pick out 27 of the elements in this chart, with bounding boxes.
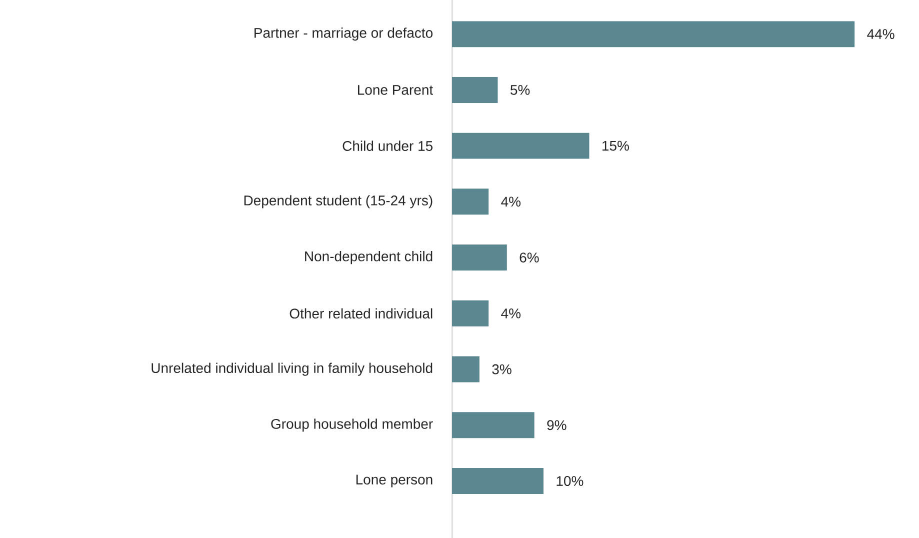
data-label: 6% (520, 252, 539, 263)
bar (452, 244, 507, 271)
y-tick-label: Lone person (356, 474, 432, 488)
data-label: 4% (501, 196, 521, 207)
y-tick-label: Partner - marriage or defacto (254, 28, 433, 41)
bar (452, 21, 855, 48)
bar (452, 76, 498, 103)
data-label: 10% (556, 476, 584, 486)
y-tick-label: Group household member (271, 418, 433, 432)
bar (452, 468, 544, 494)
bar (452, 188, 489, 215)
y-tick-label: Dependent student (15-24 yrs) (244, 195, 432, 208)
data-label: 9% (547, 420, 566, 430)
data-label: 44% (867, 29, 894, 39)
y-tick-label: Unrelated individual living in family household (152, 362, 432, 376)
data-label: 3% (492, 364, 512, 374)
bar (452, 412, 534, 438)
y-tick-label: Lone Parent (358, 85, 434, 95)
y-tick-label: Other related individual (290, 308, 432, 319)
y-tick-label: Child under 15 (342, 140, 433, 151)
bar (452, 356, 480, 382)
data-label: 4% (501, 308, 521, 318)
bar (452, 300, 489, 326)
y-tick-label: Non-dependent child (305, 251, 432, 264)
data-label: 15% (602, 140, 629, 151)
bar (452, 132, 590, 159)
data-label: 5% (510, 85, 530, 95)
